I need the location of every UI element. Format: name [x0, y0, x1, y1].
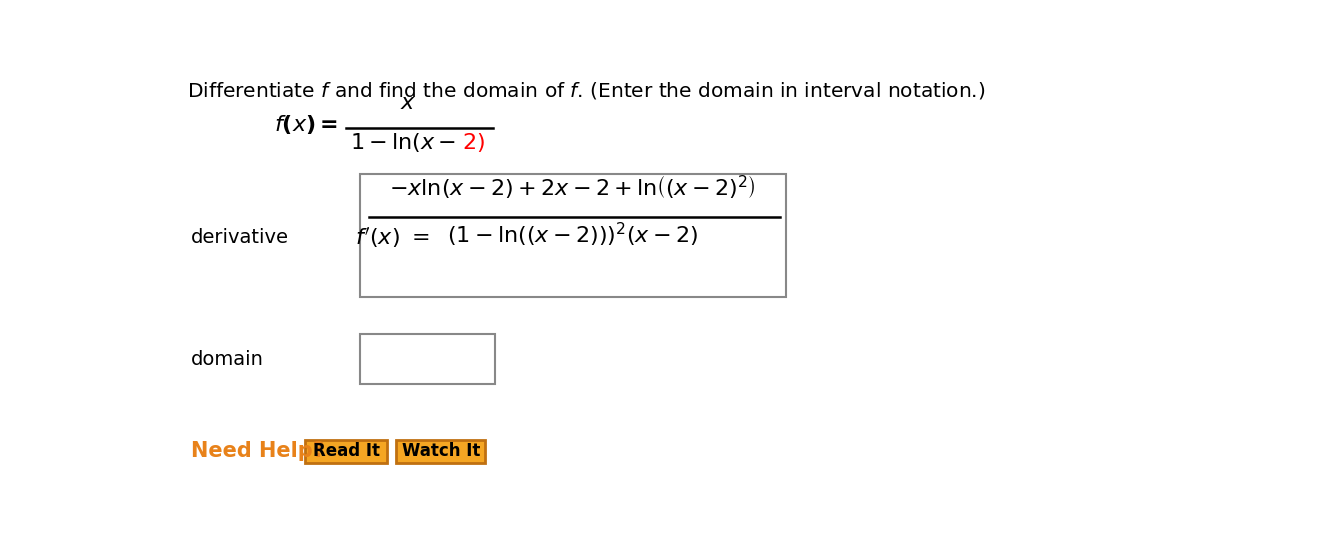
FancyBboxPatch shape — [397, 440, 485, 463]
FancyBboxPatch shape — [359, 175, 787, 297]
FancyBboxPatch shape — [306, 440, 387, 463]
Text: derivative: derivative — [190, 228, 288, 247]
Text: $1 - \ln(x - $: $1 - \ln(x - $ — [350, 131, 456, 154]
Text: $-x\ln(x-2)+2x-2+\ln\!\left((x-2)^{2}\right)$: $-x\ln(x-2)+2x-2+\ln\!\left((x-2)^{2}\ri… — [390, 173, 756, 201]
Text: domain: domain — [190, 350, 264, 368]
FancyBboxPatch shape — [359, 335, 496, 384]
Text: $x$: $x$ — [399, 93, 415, 112]
Text: $2)$: $2)$ — [462, 131, 485, 154]
Text: Watch It: Watch It — [402, 443, 480, 460]
Text: $\left(1-\ln\!\left((x-2)\right)\right)^{2}(x-2)$: $\left(1-\ln\!\left((x-2)\right)\right)^… — [448, 221, 698, 249]
Text: Differentiate $f$ and find the domain of $f$. (Enter the domain in interval nota: Differentiate $f$ and find the domain of… — [186, 80, 985, 101]
Text: $f'(x)\ =$: $f'(x)\ =$ — [355, 225, 430, 250]
Text: Read It: Read It — [312, 443, 379, 460]
Text: Need Help?: Need Help? — [190, 442, 324, 461]
Text: $\mathbf{\mathit{f}}$$\mathbf{(}$$\mathbf{\mathit{x}}$$\mathbf{) =}$: $\mathbf{\mathit{f}}$$\mathbf{(}$$\mathb… — [275, 112, 338, 136]
